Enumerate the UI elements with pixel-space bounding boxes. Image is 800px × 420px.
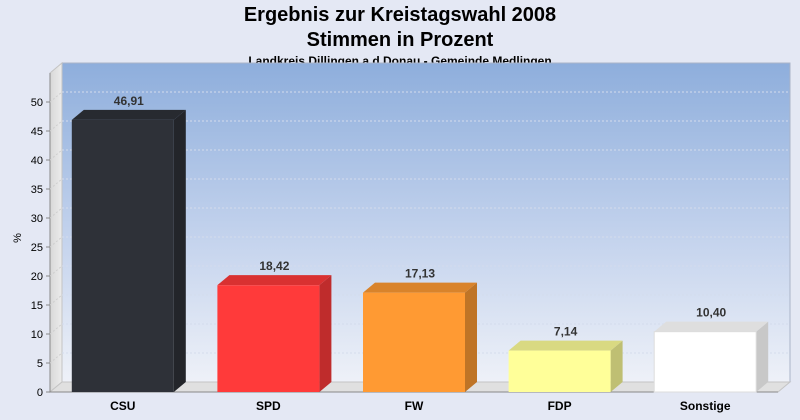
- y-tick-label: 25: [31, 242, 43, 254]
- chart-subtitle: Stimmen in Prozent: [306, 29, 494, 51]
- gridline-side: [49, 207, 63, 219]
- x-tick-label: FDP: [548, 399, 572, 413]
- gridline-side: [49, 91, 63, 103]
- bar-top-csu: [71, 109, 186, 120]
- y-tick-label: 45: [31, 126, 43, 138]
- chart-title: Ergebnis zur Kreistagswahl 2008: [243, 4, 557, 26]
- y-tick-label: 50: [31, 97, 43, 109]
- bar-side-sonstige: [756, 321, 769, 392]
- bar-side-fdp: [610, 340, 623, 392]
- y-tick-label: 5: [37, 358, 43, 370]
- bar-top-sonstige: [654, 321, 769, 332]
- y-tick-label: 40: [31, 155, 43, 167]
- data-label: 17,13: [405, 267, 435, 281]
- gridline-side: [49, 323, 63, 335]
- gridline-side: [49, 352, 63, 364]
- gridline-side: [49, 120, 63, 132]
- bar-top-fw: [363, 282, 477, 293]
- bar-fdp: [508, 350, 611, 392]
- data-label: 10,40: [696, 306, 726, 320]
- bar-side-csu: [173, 109, 186, 392]
- data-label: 18,42: [259, 259, 289, 273]
- x-tick-label: CSU: [110, 399, 135, 413]
- bar-fw: [363, 292, 465, 392]
- y-tick-label: 15: [31, 300, 43, 312]
- x-tick-label: FW: [405, 399, 424, 413]
- bar-side-fw: [465, 282, 477, 392]
- bar-spd: [217, 285, 320, 392]
- y-tick-label: 0: [37, 387, 43, 399]
- bar-csu: [71, 119, 174, 392]
- x-tick-label: SPD: [256, 399, 281, 413]
- y-tick-label: 30: [31, 213, 43, 225]
- gridline-side: [49, 294, 63, 306]
- bar-sonstige: [653, 331, 757, 393]
- gridline-side: [49, 265, 63, 277]
- y-tick-label: 35: [31, 184, 43, 196]
- data-label: 7,14: [554, 325, 578, 339]
- gridline-side: [49, 236, 63, 248]
- x-tick-label: Sonstige: [680, 399, 731, 413]
- bar-top-fdp: [508, 340, 623, 351]
- bar-side-spd: [319, 275, 332, 392]
- y-tick-label: 20: [31, 271, 43, 283]
- y-axis-label: %: [12, 233, 24, 243]
- y-tick-label: 10: [31, 329, 43, 341]
- gridline-side: [49, 149, 63, 161]
- data-label: 46,91: [114, 94, 144, 108]
- bar-top-spd: [217, 275, 332, 286]
- left-wall: [49, 61, 63, 394]
- gridline-side: [49, 178, 63, 190]
